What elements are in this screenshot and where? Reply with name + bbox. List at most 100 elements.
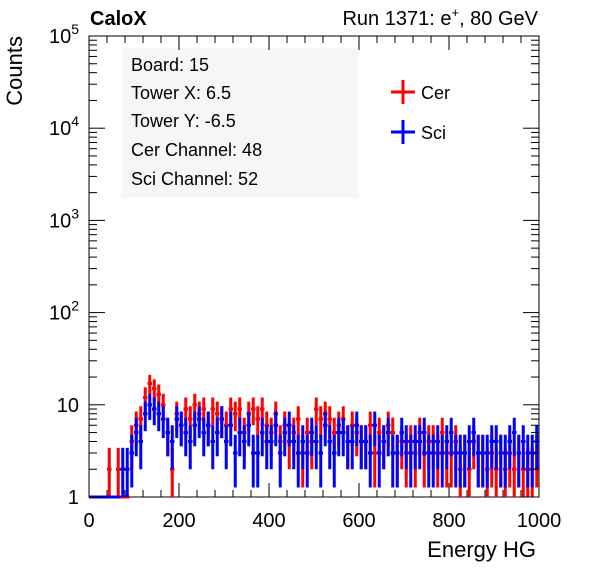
x-tick-label: 0 (83, 510, 94, 532)
sci-bin (188, 425, 193, 470)
sci-bin (435, 425, 440, 470)
run-charge: + (451, 5, 459, 20)
sci-bin (350, 425, 355, 470)
info-line-tower-x: Tower X: 6.5 (131, 83, 231, 103)
series-layer (89, 374, 539, 499)
axis-ticks (88, 36, 540, 498)
sci-bin (381, 425, 386, 470)
sci-bin (291, 425, 296, 470)
cer-bin (251, 397, 256, 426)
x-tick-label: 600 (342, 510, 375, 532)
sci-bin (417, 425, 422, 470)
sci-bin (485, 434, 490, 488)
sci-bin (494, 425, 499, 470)
cer-bin (152, 379, 157, 401)
cer-bin (296, 406, 301, 439)
sci-bin (296, 434, 301, 488)
sci-bin (444, 425, 449, 470)
sci-bin (462, 434, 467, 488)
sci-bin (125, 447, 130, 497)
sci-bin (359, 425, 364, 470)
sci-bin (458, 434, 463, 488)
sci-bin (399, 417, 404, 457)
sci-bin (278, 434, 283, 488)
sci-bin (525, 434, 530, 488)
sci-bin (507, 425, 512, 470)
sci-bin (386, 417, 391, 457)
sci-bin (404, 425, 409, 470)
cer-bin (255, 406, 260, 439)
sci-bin (530, 434, 535, 488)
sci-bin (467, 425, 472, 470)
sci-bin (323, 411, 328, 447)
x-tick-label: 200 (162, 510, 195, 532)
sci-bin (489, 425, 494, 470)
cer-bin (233, 401, 238, 432)
sci-bin (449, 417, 454, 457)
x-axis-title: Energy HG (427, 537, 536, 562)
sci-bin (354, 411, 359, 447)
sci-bin (314, 425, 319, 470)
sci-bin (143, 401, 148, 432)
info-line-cer-channel: Cer Channel: 48 (131, 140, 262, 160)
sci-bin (120, 447, 125, 497)
x-tick-label: 1000 (517, 510, 562, 532)
sci-bin (287, 411, 292, 447)
sci-bin (431, 434, 436, 488)
sci-bin (440, 434, 445, 488)
legend-label-cer: Cer (421, 83, 450, 103)
y-tick-label: 10 (57, 395, 79, 417)
sci-bin (192, 411, 197, 447)
sci-bin (134, 417, 139, 457)
legend-item-cer: Cer (391, 80, 450, 104)
sci-bin (255, 434, 260, 488)
sci-bin (233, 434, 238, 488)
legend: Cer Sci (391, 80, 450, 144)
sci-bin (273, 411, 278, 447)
sci-bin (408, 434, 413, 488)
legend-label-sci: Sci (421, 123, 446, 143)
y-tick-labels: 1 10 102 103 104 105 (49, 21, 79, 509)
sci-bin (377, 434, 382, 488)
sci-bin (503, 434, 508, 488)
info-box (122, 48, 358, 198)
sci-bin (147, 393, 152, 421)
sci-bin (395, 434, 400, 488)
sci-bin (413, 425, 418, 470)
sci-bin (237, 417, 242, 457)
sci-bin (426, 434, 431, 488)
sci-bin (372, 411, 377, 447)
sci-bin (251, 434, 256, 488)
sci-bin (197, 406, 202, 439)
sci-bin (156, 401, 161, 432)
sci-bin (305, 434, 310, 488)
sci-bin (170, 425, 175, 470)
sci-bin (512, 417, 517, 457)
sci-bin (345, 425, 350, 470)
sci-bin (264, 425, 269, 470)
series-cer (89, 374, 539, 499)
sci-bin (165, 417, 170, 457)
sci-bin (201, 417, 206, 457)
x-tick-label: 400 (252, 510, 285, 532)
cer-bin (318, 406, 323, 439)
x-tick-labels: 0 200 400 600 800 1000 (83, 510, 561, 532)
run-label: Run 1371: e+, 80 GeV (342, 5, 538, 30)
y-tick-label: 102 (49, 298, 79, 325)
run-suffix: , 80 GeV (459, 8, 539, 30)
sci-bin (224, 425, 229, 470)
sci-bin (480, 434, 485, 488)
sci-bin (161, 406, 166, 439)
sci-bin (327, 425, 332, 470)
sci-bin (422, 417, 427, 457)
sci-bin (309, 417, 314, 457)
cer-bin (116, 447, 121, 497)
cer-bin (147, 374, 152, 395)
x-tick-label: 800 (432, 510, 465, 532)
sci-bin (174, 406, 179, 439)
plot-frame (88, 35, 540, 498)
legend-item-sci: Sci (391, 120, 446, 144)
sci-bin (498, 434, 503, 488)
sci-bin (219, 406, 224, 439)
y-tick-label: 1 (68, 487, 79, 509)
